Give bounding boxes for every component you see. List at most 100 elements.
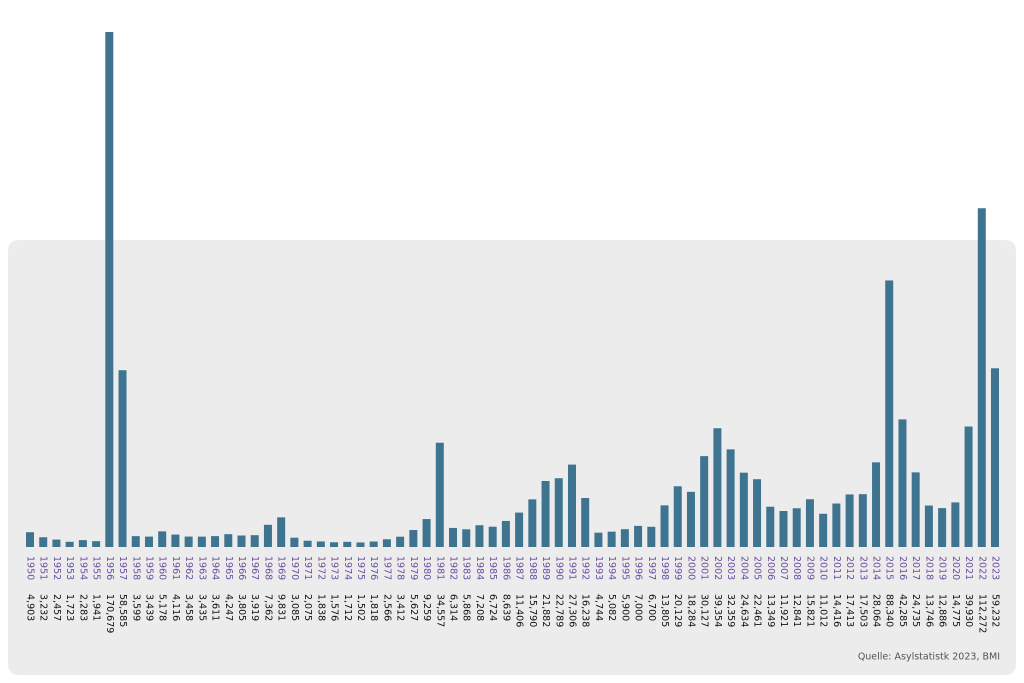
value-label: 2,457	[51, 594, 62, 621]
bar	[634, 525, 643, 547]
x-tick-label: 1970	[289, 556, 300, 580]
x-tick-label: 1960	[157, 556, 168, 580]
bar	[118, 370, 127, 547]
value-label: 7,208	[474, 594, 485, 621]
bar	[105, 32, 114, 547]
bar	[369, 541, 378, 547]
bar	[343, 541, 352, 547]
value-label: 1,723	[64, 594, 75, 621]
x-tick-label: 1994	[606, 556, 617, 580]
bar	[92, 541, 101, 547]
bar	[581, 498, 590, 547]
x-tick-label: 1952	[51, 556, 62, 580]
value-label: 18,284	[685, 594, 696, 627]
bar	[435, 442, 444, 547]
bar	[951, 502, 960, 547]
x-tick-label: 1990	[553, 556, 564, 580]
value-label: 3,458	[183, 594, 194, 621]
value-label: 5,900	[619, 594, 630, 621]
value-label: 4,903	[25, 594, 36, 621]
source-note: Quelle: Asylstatistk 2023, BMI	[858, 652, 1000, 663]
value-label: 22,461	[752, 594, 763, 627]
bar	[964, 426, 973, 547]
bar	[39, 537, 48, 547]
x-tick-label: 1980	[421, 556, 432, 580]
value-label: 4,744	[593, 594, 604, 621]
x-tick-label: 1981	[434, 556, 445, 580]
bar	[52, 539, 61, 547]
bar	[700, 456, 709, 547]
bar	[620, 529, 629, 547]
value-label: 27,306	[566, 594, 577, 627]
value-label: 17,503	[857, 594, 868, 627]
value-label: 3,611	[210, 594, 221, 621]
x-tick-label: 2009	[804, 556, 815, 580]
x-tick-label: 1991	[566, 556, 577, 580]
x-tick-label: 1961	[170, 556, 181, 580]
x-tick-label: 1978	[395, 556, 406, 580]
bar	[792, 508, 801, 547]
x-tick-label: 1976	[368, 556, 379, 580]
value-label: 39,930	[963, 594, 974, 627]
bar	[330, 542, 339, 547]
x-tick-label: 1974	[342, 556, 353, 580]
x-tick-label: 2023	[990, 556, 1001, 580]
bar	[686, 491, 695, 547]
x-tick-label: 1955	[91, 556, 102, 580]
x-tick-label: 2002	[712, 556, 723, 580]
value-label: 39,354	[712, 594, 723, 627]
x-tick-label: 1983	[461, 556, 472, 580]
panel	[8, 240, 1016, 675]
x-tick-label: 2013	[857, 556, 868, 580]
bar	[356, 542, 365, 547]
bar	[382, 539, 391, 547]
x-tick-label: 1989	[540, 556, 551, 580]
x-tick-label: 1988	[527, 556, 538, 580]
value-label: 58,585	[117, 594, 128, 627]
value-label: 3,439	[143, 594, 154, 621]
x-tick-label: 2019	[937, 556, 948, 580]
bar	[303, 540, 312, 547]
x-tick-label: 1986	[500, 556, 511, 580]
value-label: 5,627	[408, 594, 419, 621]
value-label: 6,314	[448, 594, 459, 621]
x-tick-label: 1958	[130, 556, 141, 580]
x-tick-label: 1972	[315, 556, 326, 580]
value-label: 24,634	[738, 594, 749, 627]
value-label: 14,775	[950, 594, 961, 627]
value-label: 11,012	[818, 594, 829, 627]
bar	[805, 499, 814, 547]
x-tick-label: 1975	[355, 556, 366, 580]
bar	[290, 537, 299, 547]
x-tick-label: 1999	[672, 556, 683, 580]
value-label: 13,805	[659, 594, 670, 627]
bar	[673, 486, 682, 547]
bar	[409, 530, 418, 547]
x-tick-label: 1965	[223, 556, 234, 580]
x-tick-label: 1963	[196, 556, 207, 580]
bar	[528, 499, 537, 547]
value-label: 2,283	[77, 594, 88, 621]
value-label: 21,882	[540, 594, 551, 627]
value-label: 22,789	[553, 594, 564, 627]
bar	[26, 532, 34, 547]
bar	[131, 536, 140, 547]
value-label: 13,746	[923, 594, 934, 627]
value-label: 5,082	[606, 594, 617, 621]
value-label: 4,247	[223, 594, 234, 621]
x-tick-label: 2016	[897, 556, 908, 580]
bar	[65, 541, 74, 547]
x-tick-label: 2018	[923, 556, 934, 580]
x-tick-label: 1993	[593, 556, 604, 580]
x-tick-label: 1977	[381, 556, 392, 580]
x-tick-label: 1984	[474, 556, 485, 580]
value-label: 9,259	[421, 594, 432, 621]
value-label: 24,735	[910, 594, 921, 627]
value-label: 7,000	[633, 594, 644, 621]
x-tick-label: 1967	[249, 556, 260, 580]
value-label: 59,232	[990, 594, 1001, 627]
bar	[594, 532, 603, 547]
bar	[938, 508, 947, 547]
bar	[462, 529, 471, 547]
